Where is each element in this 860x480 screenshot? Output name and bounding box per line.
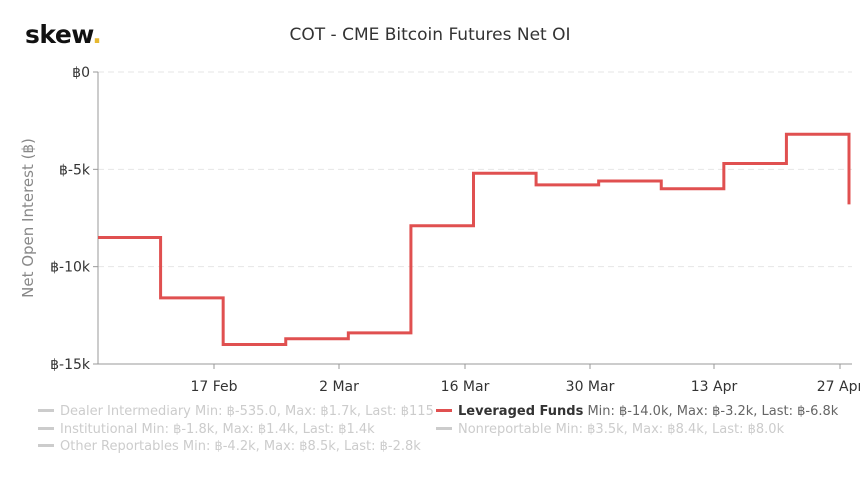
legend-name: Other Reportables [60,439,179,454]
legend-name: Nonreportable [458,422,552,437]
grid-lines [98,71,852,268]
legend-swatch-icon [38,409,54,412]
x-tick-label: 13 Apr [691,379,738,395]
x-tick-label: 27 Apr [817,379,860,395]
legend-stats: Min: ฿-1.8k, Max: ฿1.4k, Last: ฿1.4k [137,422,375,437]
y-tick-label: ฿0 [72,65,90,81]
legend-swatch-icon [436,409,452,412]
legend-swatch-icon [436,427,452,430]
logo-text: skew [25,20,93,49]
legend-stats: Min: ฿3.5k, Max: ฿8.4k, Last: ฿8.0k [551,422,785,437]
legend-item-institutional[interactable]: Institutional Min: ฿-1.8k, Max: ฿1.4k, L… [38,422,375,437]
x-axis-ticks: 17 Feb 2 Mar 16 Mar 30 Mar 13 Apr 27 Apr [190,364,860,395]
legend-stats: Min: ฿-535.0, Max: ฿1.7k, Last: ฿115 [190,404,434,419]
x-tick-label: 17 Feb [190,379,237,395]
legend-item-leveraged-funds[interactable]: Leveraged Funds Min: ฿-14.0k, Max: ฿-3.2… [436,404,838,419]
y-tick-label: ฿-15k [50,357,91,373]
legend-name: Institutional [60,422,138,437]
skew-logo: skew. [25,20,102,49]
legend-name: Leveraged Funds [458,404,584,419]
y-axis-label: Net Open Interest (฿) [19,138,37,298]
legend-swatch-icon [38,427,54,430]
legend-stats: Min: ฿-14.0k, Max: ฿-3.2k, Last: ฿-6.8k [583,404,839,419]
leveraged-funds-line[interactable] [98,132,851,347]
logo-dot: . [92,20,102,49]
legend-stats: Min: ฿-4.2k, Max: ฿8.5k, Last: ฿-2.8k [178,439,421,454]
legend-item-other-reportables[interactable]: Other Reportables Min: ฿-4.2k, Max: ฿8.5… [38,439,421,454]
y-tick-label: ฿-5k [59,162,91,178]
legend-swatch-icon [38,444,54,447]
x-tick-label: 30 Mar [566,379,615,395]
chart-title: COT - CME Bitcoin Futures Net OI [289,25,571,45]
chart-plot-area: ฿0 ฿-5k ฿-10k ฿-15k 17 Feb 2 Mar 16 Mar 30 Mar… [19,65,860,395]
legend-name: Dealer Intermediary [60,404,191,419]
x-tick-label: 2 Mar [319,379,359,395]
legend-item-dealer-intermediary[interactable]: Dealer Intermediary Min: ฿-535.0, Max: ฿… [38,404,434,419]
y-tick-label: ฿-10k [50,260,91,276]
x-tick-label: 16 Mar [441,379,490,395]
legend-item-nonreportable[interactable]: Nonreportable Min: ฿3.5k, Max: ฿8.4k, La… [436,422,784,437]
y-axis-ticks: ฿0 ฿-5k ฿-10k ฿-15k [50,65,98,373]
